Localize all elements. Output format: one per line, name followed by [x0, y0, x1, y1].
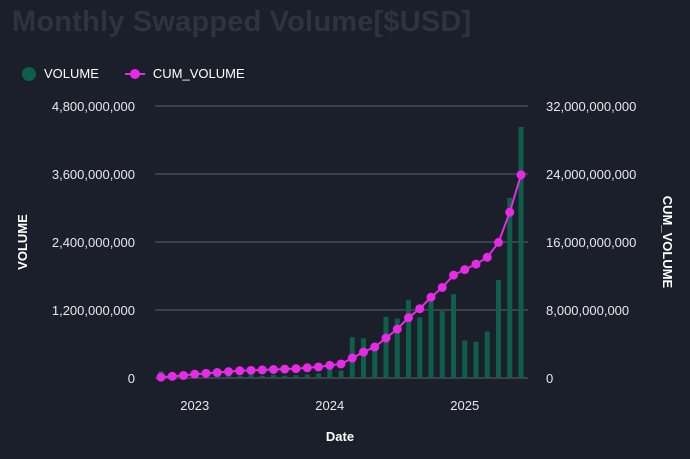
cum-volume-point[interactable] [359, 347, 368, 357]
volume-bar [226, 375, 231, 378]
right-axis-ticks: 0 8,000,000,000 16,000,000,000 24,000,000,0… [546, 99, 636, 386]
legend-label-volume: VOLUME [44, 66, 99, 81]
cum-volume-point[interactable] [325, 360, 335, 370]
cum-volume-point[interactable] [156, 372, 166, 382]
cum-volume-point[interactable] [201, 368, 211, 378]
volume-bar [293, 375, 299, 378]
volume-bar [338, 370, 344, 378]
volume-bar [451, 294, 456, 378]
cum-volume-point[interactable] [415, 304, 425, 314]
volume-bar [237, 375, 243, 378]
volume-bar [248, 375, 254, 378]
volume-bar [439, 311, 445, 378]
cum-volume-point[interactable] [280, 364, 290, 374]
cum-volume-point[interactable] [212, 367, 222, 377]
cum-volume-point[interactable] [370, 342, 380, 352]
volume-bar [372, 344, 378, 378]
volume-bar [518, 126, 524, 378]
legend-item-volume[interactable]: VOLUME [22, 66, 99, 81]
chart-title: Monthly Swapped Volume[$USD] [12, 6, 472, 38]
volume-bar [406, 299, 411, 378]
cum-volume-point[interactable] [381, 333, 391, 343]
y-axis-title: VOLUME [15, 214, 30, 270]
y-tick-label: 2,400,000,000 [52, 235, 135, 250]
gridlines [155, 105, 528, 379]
y2-tick-label: 24,000,000,000 [546, 167, 636, 182]
cum-volume-point[interactable] [291, 364, 301, 374]
cum-volume-point[interactable] [404, 313, 413, 323]
x-tick-label: 2023 [180, 398, 209, 413]
y-tick-label: 4,800,000,000 [52, 99, 135, 114]
volume-bar [327, 366, 333, 378]
y2-tick-label: 8,000,000,000 [546, 303, 629, 318]
cum-volume-line [156, 170, 526, 382]
cum-volume-point[interactable] [269, 365, 278, 374]
volume-bar [428, 301, 434, 378]
cum-volume-point[interactable] [505, 207, 515, 217]
cum-volume-point[interactable] [437, 282, 447, 292]
cum-volume-point[interactable] [471, 259, 481, 269]
volume-bar [361, 338, 366, 378]
cum-volume-point[interactable] [224, 367, 233, 377]
cum-volume-point[interactable] [257, 365, 267, 375]
volume-bar [507, 197, 513, 378]
y2-axis-title: CUM_VOLUME [660, 196, 675, 289]
x-tick-label: 2024 [315, 398, 344, 413]
volume-bars [158, 126, 524, 378]
cum-volume-point[interactable] [426, 292, 436, 302]
dot-icon [22, 66, 36, 81]
volume-bar [484, 331, 490, 378]
volume-bar [394, 318, 400, 378]
cum-volume-point[interactable] [246, 365, 256, 375]
legend: VOLUME CUM_VOLUME [22, 66, 271, 81]
y2-tick-label: 32,000,000,000 [546, 99, 636, 114]
volume-bar [316, 373, 321, 378]
volume-bar [417, 317, 423, 378]
cum-volume-point[interactable] [190, 369, 200, 379]
volume-bar [282, 375, 288, 378]
volume-bar [462, 340, 468, 378]
volume-bar [383, 316, 389, 378]
x-axis-title: Date [326, 429, 354, 444]
volume-bar [496, 279, 501, 378]
cum-volume-point[interactable] [179, 370, 188, 380]
y-tick-label: 0 [128, 371, 135, 386]
line-dot-icon [124, 67, 145, 81]
cum-volume-point[interactable] [494, 237, 503, 247]
cum-volume-point[interactable] [460, 265, 470, 275]
volume-bar [259, 375, 265, 378]
x-axis-ticks: 2023 2024 2025 [180, 398, 479, 413]
x-tick-label: 2025 [450, 398, 479, 413]
cum-volume-point[interactable] [302, 363, 312, 373]
cum-volume-point[interactable] [392, 324, 402, 334]
volume-bar [473, 341, 479, 378]
cum-volume-point[interactable] [347, 353, 357, 363]
y2-tick-label: 0 [546, 371, 553, 386]
volume-bar [304, 374, 310, 378]
legend-item-cum-volume[interactable]: CUM_VOLUME [124, 66, 245, 81]
volume-bar [271, 375, 276, 378]
legend-label-cum-volume: CUM_VOLUME [152, 66, 245, 81]
left-axis-ticks: 0 1,200,000,000 2,400,000,000 3,600,000,000… [52, 99, 135, 386]
cum-volume-point[interactable] [336, 359, 346, 369]
cum-volume-point[interactable] [167, 371, 177, 381]
cum-volume-point[interactable] [314, 362, 323, 372]
y2-tick-label: 16,000,000,000 [546, 235, 636, 250]
y-tick-label: 1,200,000,000 [52, 303, 135, 318]
cum-volume-point[interactable] [482, 252, 492, 262]
cum-volume-point[interactable] [235, 366, 245, 376]
cum-volume-point[interactable] [449, 270, 458, 280]
y-tick-label: 3,600,000,000 [52, 167, 135, 182]
cum-volume-point[interactable] [516, 170, 526, 180]
